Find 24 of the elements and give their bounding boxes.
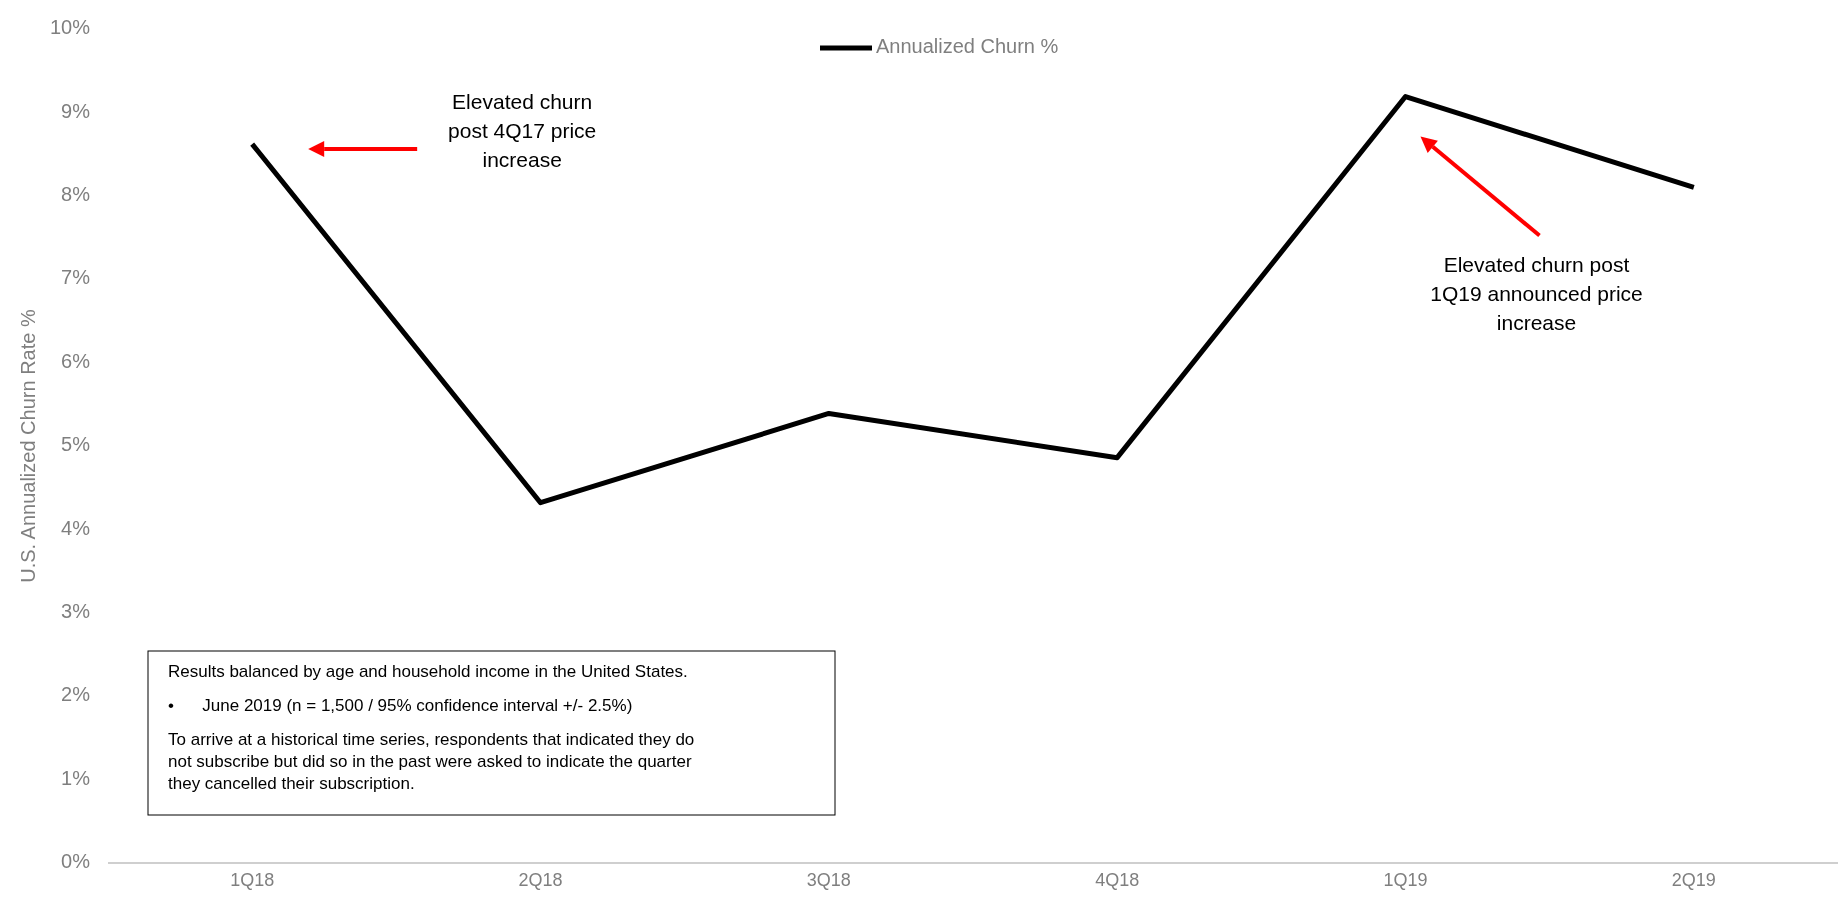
annotation: Results balanced by age and household income in the United States. <box>168 662 688 681</box>
x-tick-label: 3Q18 <box>806 869 851 890</box>
annotation: • June 2019 (n = 1,500 / 95% confidence interval +/- 2.5%) <box>168 696 633 715</box>
x-tick-label: 1Q19 <box>1383 869 1428 890</box>
y-tick-label: 5% <box>61 433 91 456</box>
y-tick-label: 6% <box>61 349 91 372</box>
x-tick-label: 4Q18 <box>1095 869 1140 890</box>
annotation: To arrive at a historical time series, respondents that indicated they do not subscribe but did so in the past were asked to indicate the quarter they cancelled their subscription. <box>168 730 695 793</box>
y-tick-label: 9% <box>61 99 91 122</box>
y-tick-label: 7% <box>61 266 91 289</box>
y-tick-label: 3% <box>61 600 91 623</box>
y-tick-label: 10% <box>49 16 91 39</box>
y-axis-title: U.S. Annualized Churn Rate % <box>17 309 40 583</box>
y-tick-label: 8% <box>61 183 91 206</box>
x-tick-label: 1Q18 <box>230 869 275 890</box>
y-tick-label: 0% <box>61 850 91 873</box>
annotation: Elevated churn post 4Q17 price increase <box>448 90 597 172</box>
annotation: Elevated churn post 1Q19 announced price increase <box>1430 252 1643 334</box>
x-tick-label: 2Q18 <box>518 869 563 890</box>
legend-label: Annualized Churn % <box>876 35 1059 58</box>
y-tick-label: 1% <box>61 766 91 789</box>
y-tick-label: 4% <box>61 516 91 539</box>
x-tick-label: 2Q19 <box>1671 869 1716 890</box>
y-tick-label: 2% <box>61 683 91 706</box>
